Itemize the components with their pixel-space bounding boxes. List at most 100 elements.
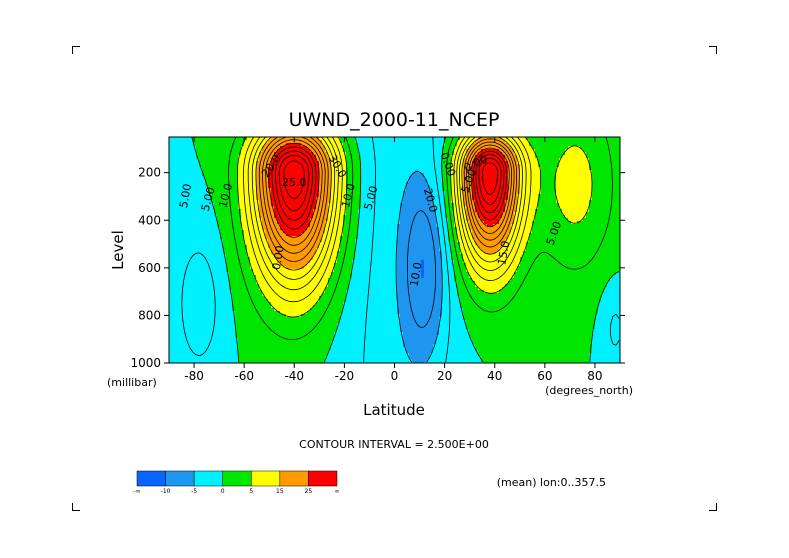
field-cell bbox=[172, 206, 175, 209]
field-cell bbox=[616, 209, 619, 212]
field-cell bbox=[376, 158, 379, 161]
field-cell bbox=[616, 227, 619, 230]
field-cell bbox=[427, 200, 430, 203]
field-cell bbox=[202, 149, 205, 152]
field-cell bbox=[256, 218, 259, 221]
field-cell bbox=[307, 191, 310, 194]
field-cell bbox=[178, 152, 181, 155]
field-cell bbox=[238, 194, 241, 197]
field-cell bbox=[541, 209, 544, 212]
field-cell bbox=[319, 224, 322, 227]
field-cell bbox=[514, 233, 517, 236]
field-cell bbox=[274, 161, 277, 164]
field-cell bbox=[586, 185, 589, 188]
field-cell bbox=[208, 224, 211, 227]
field-cell bbox=[610, 221, 613, 224]
field-cell bbox=[304, 176, 307, 179]
field-cell bbox=[535, 188, 538, 191]
field-cell bbox=[394, 173, 397, 176]
field-cell bbox=[325, 212, 328, 215]
field-cell bbox=[382, 140, 385, 143]
field-cell bbox=[523, 143, 526, 146]
field-cell bbox=[268, 176, 271, 179]
field-cell bbox=[511, 155, 514, 158]
field-cell bbox=[448, 155, 451, 158]
field-cell bbox=[433, 149, 436, 152]
field-cell bbox=[493, 143, 496, 146]
field-cell bbox=[280, 188, 283, 191]
field-cell bbox=[511, 176, 514, 179]
field-cell bbox=[235, 224, 238, 227]
field-cell bbox=[220, 188, 223, 191]
field-cell bbox=[421, 212, 424, 215]
field-cell bbox=[187, 146, 190, 149]
field-cell bbox=[421, 161, 424, 164]
field-cell bbox=[193, 194, 196, 197]
field-cell bbox=[448, 161, 451, 164]
field-cell bbox=[568, 227, 571, 230]
field-cell bbox=[472, 194, 475, 197]
field-cell bbox=[457, 182, 460, 185]
field-cell bbox=[382, 188, 385, 191]
field-cell bbox=[391, 191, 394, 194]
field-cell bbox=[193, 215, 196, 218]
field-cell bbox=[562, 212, 565, 215]
field-cell bbox=[238, 167, 241, 170]
field-cell bbox=[211, 215, 214, 218]
field-cell bbox=[547, 146, 550, 149]
field-cell bbox=[574, 221, 577, 224]
field-cell bbox=[283, 194, 286, 197]
field-cell bbox=[205, 164, 208, 167]
field-cell bbox=[559, 206, 562, 209]
field-cell bbox=[316, 203, 319, 206]
field-cell bbox=[319, 182, 322, 185]
field-cell bbox=[412, 170, 415, 173]
field-cell bbox=[502, 152, 505, 155]
field-cell bbox=[235, 206, 238, 209]
field-cell bbox=[421, 224, 424, 227]
field-cell bbox=[199, 188, 202, 191]
field-cell bbox=[598, 143, 601, 146]
field-cell bbox=[316, 146, 319, 149]
field-cell bbox=[565, 185, 568, 188]
field-cell bbox=[421, 149, 424, 152]
field-cell bbox=[478, 185, 481, 188]
field-cell bbox=[457, 194, 460, 197]
field-cell bbox=[409, 170, 412, 173]
field-cell bbox=[613, 152, 616, 155]
field-cell bbox=[181, 221, 184, 224]
field-cell bbox=[565, 215, 568, 218]
field-cell bbox=[529, 218, 532, 221]
field-cell bbox=[463, 140, 466, 143]
field-cell bbox=[523, 185, 526, 188]
field-cell bbox=[616, 170, 619, 173]
field-cell bbox=[604, 233, 607, 236]
field-cell bbox=[355, 167, 358, 170]
field-cell bbox=[274, 188, 277, 191]
field-cell bbox=[193, 167, 196, 170]
field-cell bbox=[310, 212, 313, 215]
field-cell bbox=[553, 173, 556, 176]
field-cell bbox=[268, 215, 271, 218]
field-cell bbox=[304, 179, 307, 182]
field-cell bbox=[592, 194, 595, 197]
field-cell bbox=[442, 161, 445, 164]
field-cell bbox=[172, 203, 175, 206]
field-cell bbox=[235, 179, 238, 182]
field-cell bbox=[190, 233, 193, 236]
field-cell bbox=[352, 137, 355, 140]
field-cell bbox=[586, 152, 589, 155]
field-cell bbox=[541, 200, 544, 203]
field-cell bbox=[460, 143, 463, 146]
field-cell bbox=[376, 152, 379, 155]
field-cell bbox=[418, 194, 421, 197]
field-cell bbox=[328, 167, 331, 170]
field-cell bbox=[343, 176, 346, 179]
field-cell bbox=[391, 200, 394, 203]
field-cell bbox=[340, 176, 343, 179]
field-cell bbox=[169, 236, 172, 239]
field-cell bbox=[379, 224, 382, 227]
field-cell bbox=[421, 233, 424, 236]
field-cell bbox=[334, 140, 337, 143]
field-cell bbox=[172, 164, 175, 167]
